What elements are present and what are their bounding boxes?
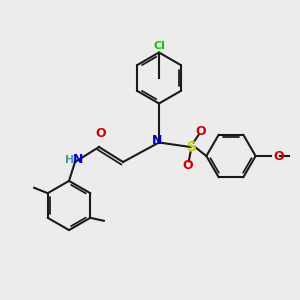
Text: Cl: Cl bbox=[153, 41, 165, 51]
Text: O: O bbox=[196, 125, 206, 138]
Text: N: N bbox=[152, 134, 163, 147]
Text: N: N bbox=[73, 153, 83, 166]
Text: O: O bbox=[183, 159, 194, 172]
Text: H: H bbox=[65, 154, 74, 165]
Text: S: S bbox=[187, 140, 197, 154]
Text: O: O bbox=[95, 128, 106, 140]
Text: O: O bbox=[273, 149, 284, 163]
